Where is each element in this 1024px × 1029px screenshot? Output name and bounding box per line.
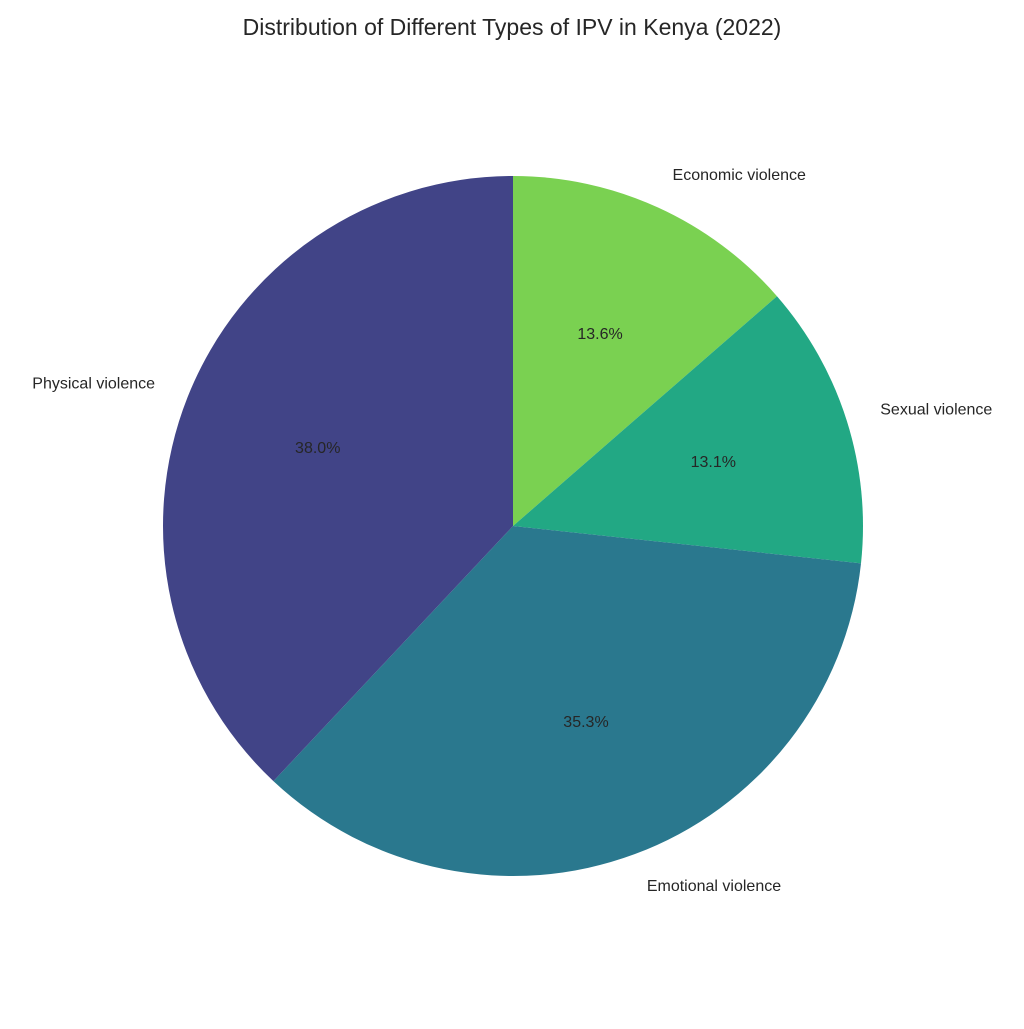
percent-label-emotional-violence: 35.3% (563, 714, 608, 731)
slice-label-sexual-violence: Sexual violence (880, 402, 992, 419)
percent-label-physical-violence: 38.0% (295, 440, 340, 457)
labels: Economic violence 13.6% Sexual violence 13.… (32, 167, 992, 895)
pie-slice-emotional-violence (273, 526, 862, 876)
percent-label-economic-violence: 13.6% (577, 326, 622, 343)
slice-label-physical-violence: Physical violence (32, 375, 155, 392)
chart-title: Distribution of Different Types of IPV i… (242, 14, 782, 40)
slice-label-emotional-violence: Emotional violence (647, 878, 781, 895)
slices (163, 176, 863, 876)
percent-label-sexual-violence: 13.1% (691, 454, 736, 471)
pie-slice-economic-violence (513, 176, 777, 526)
pie-slice-sexual-violence (513, 296, 863, 564)
pie-slice-physical-violence (163, 176, 514, 782)
slice-label-economic-violence: Economic violence (673, 167, 807, 184)
